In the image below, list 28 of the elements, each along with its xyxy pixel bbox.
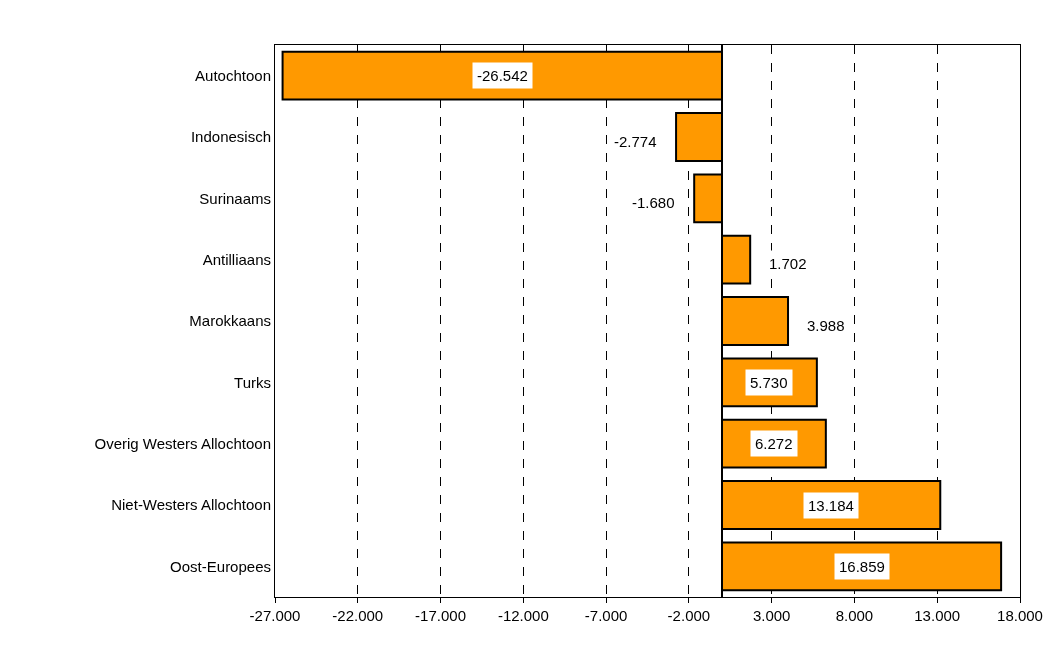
y-tick-label: Turks: [234, 373, 271, 391]
y-tick-label: Indonesisch: [190, 128, 271, 146]
data-label: 5.730: [750, 374, 788, 391]
data-label: 3.988: [807, 317, 845, 334]
x-tick-label: -27.000: [249, 607, 301, 624]
x-tick-label: 3.000: [752, 607, 791, 624]
data-label: 1.702: [769, 255, 807, 272]
y-tick-label: Surinaams: [199, 189, 271, 207]
y-tick-label: Antilliaans: [202, 250, 271, 268]
data-label: -1.680: [632, 194, 675, 211]
y-tick-label: Oost-Europees: [170, 557, 271, 575]
data-label: -2.774: [614, 133, 657, 150]
x-tick-label: -7.000: [584, 607, 628, 624]
data-label: 13.184: [808, 497, 854, 514]
x-tick-label: 13.000: [914, 607, 961, 624]
data-label: 16.859: [839, 558, 885, 575]
x-tick-label: -17.000: [415, 607, 466, 624]
x-tick-label: 8.000: [835, 607, 874, 624]
y-tick-label: Overig Westers Allochtoon: [94, 434, 271, 452]
y-tick-label: Autochtoon: [195, 66, 271, 84]
y-tick-label: Niet-Westers Allochtoon: [111, 496, 271, 514]
x-tick-label: -22.000: [332, 607, 384, 624]
x-tick-label: 18.000: [997, 607, 1043, 624]
y-tick-label: Marokkaans: [189, 312, 271, 330]
x-tick-label: -2.000: [667, 607, 711, 624]
x-tick-label: -12.000: [497, 607, 549, 624]
data-label: 6.272: [755, 435, 793, 452]
data-label: -26.542: [477, 67, 528, 84]
